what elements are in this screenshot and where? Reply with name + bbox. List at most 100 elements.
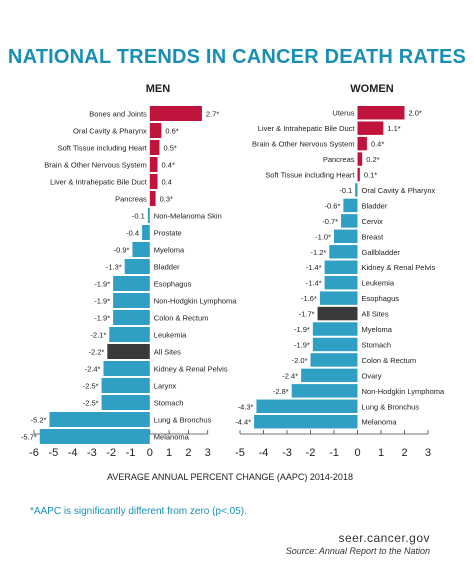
men-category-label: Prostate bbox=[154, 229, 182, 238]
men-value-label: 0.3* bbox=[160, 195, 173, 204]
men-bar bbox=[149, 106, 202, 121]
men-value-label: -0.4 bbox=[126, 229, 139, 238]
women-bar bbox=[324, 275, 358, 290]
men-category-label: Larynx bbox=[154, 382, 177, 391]
women-value-label: -1.4* bbox=[306, 279, 322, 288]
men-panel-title: MEN bbox=[146, 83, 171, 95]
page-title: NATIONAL TRENDS IN CANCER DEATH RATES bbox=[7, 46, 467, 68]
men-bar bbox=[124, 259, 150, 274]
women-bar bbox=[357, 106, 405, 120]
men-category-label: Non-Hodgkin Lymphoma bbox=[154, 297, 238, 306]
women-bar bbox=[355, 183, 358, 197]
men-category-label: Non-Melanoma Skin bbox=[154, 212, 222, 221]
women-bar bbox=[357, 167, 360, 182]
men-tick-label: -1 bbox=[126, 447, 136, 459]
men-value-label: -2.4* bbox=[85, 365, 101, 374]
men-value-label: -1.9* bbox=[94, 297, 110, 306]
women-category-label: Myeloma bbox=[362, 325, 393, 334]
women-bar bbox=[357, 152, 363, 166]
women-value-label: -0.1 bbox=[339, 186, 352, 195]
men-tick-label: 0 bbox=[147, 447, 153, 459]
men-value-label: 2.7* bbox=[206, 110, 219, 119]
men-tick-label: -3 bbox=[87, 447, 97, 459]
men-category-label: Oral Cavity & Pharynx bbox=[73, 127, 147, 136]
women-bar bbox=[324, 260, 358, 274]
women-bar bbox=[341, 214, 358, 228]
women-category-label: All Sites bbox=[362, 310, 389, 319]
men-tick-label: -5 bbox=[48, 447, 58, 459]
women-category-label: Soft Tissue including Heart bbox=[265, 171, 355, 180]
men-bar bbox=[149, 123, 162, 138]
women-category-label: Liver & Intrahepatic Bile Duct bbox=[258, 124, 356, 133]
women-bar bbox=[312, 322, 358, 336]
men-bar bbox=[149, 157, 158, 172]
men-tick-label: 2 bbox=[185, 447, 191, 459]
men-category-label: Lung & Bronchus bbox=[154, 416, 212, 425]
men-value-label: -1.9* bbox=[94, 280, 110, 289]
women-bar bbox=[357, 121, 384, 135]
men-tick-label: -4 bbox=[68, 447, 78, 459]
women-tick-label: -2 bbox=[306, 447, 316, 459]
men-category-label: Colon & Rectum bbox=[154, 314, 209, 323]
men-value-label: 0.4* bbox=[162, 161, 175, 170]
women-value-label: -2.4* bbox=[282, 371, 298, 380]
women-category-label: Esophagus bbox=[362, 294, 400, 303]
women-value-label: -4.4* bbox=[235, 418, 251, 427]
women-category-label: Brain & Other Nervous System bbox=[252, 140, 355, 149]
men-bar bbox=[113, 276, 150, 291]
men-category-label: All Sites bbox=[154, 348, 181, 357]
women-tick-label: 1 bbox=[378, 447, 384, 459]
women-value-label: 0.4* bbox=[371, 140, 384, 149]
men-tick-label: 1 bbox=[166, 447, 172, 459]
men-value-label: 0.6* bbox=[165, 127, 178, 136]
women-bar bbox=[301, 368, 358, 383]
men-value-label: -1.3* bbox=[106, 263, 122, 272]
women-tick-label: -3 bbox=[282, 447, 292, 459]
men-category-label: Liver & Intrahepatic Bile Duct bbox=[50, 178, 148, 187]
women-value-label: -0.7* bbox=[322, 217, 338, 226]
women-tick-label: -4 bbox=[259, 447, 269, 459]
men-value-label: 0.4 bbox=[162, 178, 172, 187]
women-category-label: Pancreas bbox=[323, 155, 355, 164]
men-category-label: Brain & Other Nervous System bbox=[44, 161, 147, 170]
women-value-label: -1.9* bbox=[294, 325, 310, 334]
women-tick-label: 0 bbox=[354, 447, 360, 459]
significance-footnote: *AAPC is significantly different from ze… bbox=[30, 506, 247, 517]
men-bar bbox=[103, 361, 150, 376]
women-bar bbox=[357, 136, 367, 151]
source-label: Source: Annual Report to the Nation bbox=[285, 546, 430, 556]
women-value-label: -2.0* bbox=[292, 356, 308, 365]
women-panel-title: WOMEN bbox=[350, 83, 393, 95]
men-bar bbox=[132, 242, 150, 257]
men-bar bbox=[49, 412, 150, 427]
men-category-label: Bladder bbox=[154, 263, 180, 272]
women-bar bbox=[343, 198, 358, 213]
women-bar bbox=[317, 306, 358, 321]
men-bar bbox=[113, 310, 150, 325]
women-category-label: Kidney & Renal Pelvis bbox=[362, 263, 436, 272]
women-value-label: 1.1* bbox=[387, 124, 400, 133]
men-tick-label: -2 bbox=[106, 447, 116, 459]
women-category-label: Gallbladder bbox=[362, 248, 401, 257]
men-category-label: Pancreas bbox=[115, 195, 147, 204]
women-category-label: Cervix bbox=[362, 217, 384, 226]
men-value-label: -5.7* bbox=[21, 433, 37, 442]
women-value-label: 0.2* bbox=[366, 155, 379, 164]
women-category-label: Uterus bbox=[332, 109, 354, 118]
death-rate-charts: MEN -6 -5 -4 -3 -2 -1 0 1 2 3 Bones and Joints 2.7* O… bbox=[21, 83, 445, 482]
men-bar bbox=[109, 327, 150, 342]
women-category-label: Bladder bbox=[362, 201, 388, 210]
women-category-label: Oral Cavity & Pharynx bbox=[362, 186, 436, 195]
women-bar bbox=[256, 399, 358, 413]
women-category-label: Stomach bbox=[362, 340, 392, 349]
women-category-label: Breast bbox=[362, 232, 385, 241]
women-value-label: -2.8* bbox=[273, 387, 289, 396]
men-category-label: Kidney & Renal Pelvis bbox=[154, 365, 228, 374]
men-category-label: Esophagus bbox=[154, 280, 192, 289]
men-tick-label: 3 bbox=[205, 447, 211, 459]
women-bar bbox=[254, 415, 358, 429]
men-category-label: Myeloma bbox=[154, 246, 185, 255]
women-value-label: -1.0* bbox=[315, 232, 331, 241]
men-bar bbox=[113, 293, 150, 308]
website-label: seer.cancer.gov bbox=[338, 531, 430, 545]
